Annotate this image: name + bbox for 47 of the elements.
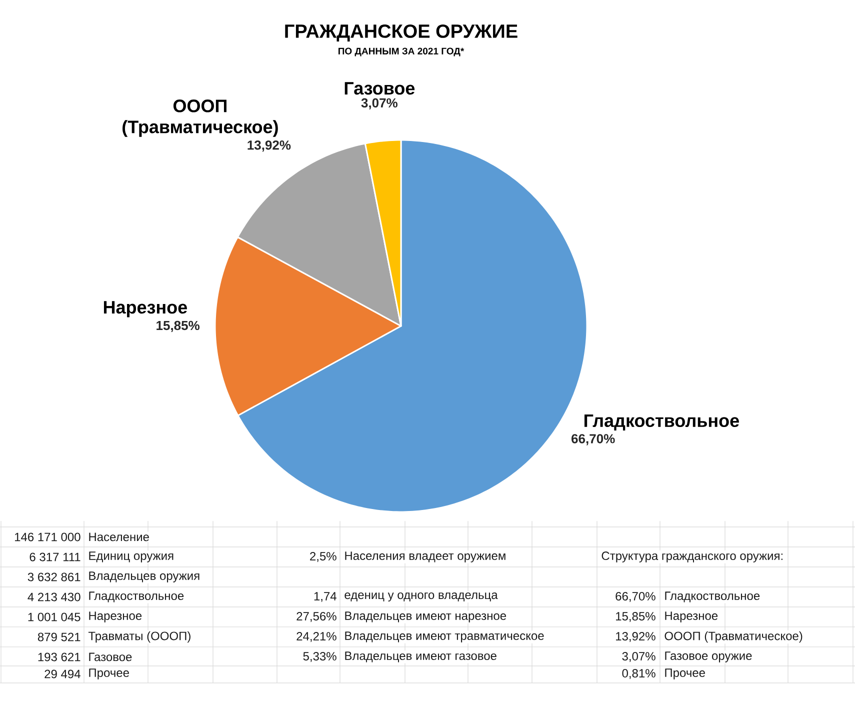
- data-label: 66,70%: [572, 434, 615, 446]
- text: Владельцев имеют газовое: [345, 652, 496, 662]
- text: 1 001 045: [28, 612, 80, 622]
- text: 879 521: [38, 632, 80, 642]
- slice-label: Нарезное: [104, 301, 187, 318]
- text: едениц у одного владельца: [344, 592, 498, 602]
- text: Структура гражданского оружия:: [602, 552, 783, 562]
- data-label: 13,92%: [248, 140, 291, 152]
- text: Единиц оружия: [89, 552, 174, 562]
- data-label: 3,07%: [361, 98, 398, 110]
- text: 15,85%: [616, 612, 656, 622]
- text: 3,07%: [622, 652, 656, 662]
- text: 146 171 000: [14, 532, 80, 542]
- text: 0,81%: [622, 669, 656, 679]
- data-label: 15,85%: [156, 320, 200, 332]
- text: 66,70%: [616, 592, 656, 602]
- text: 13,92%: [616, 632, 656, 642]
- text: Травматы (ОООП): [88, 631, 190, 643]
- text: Населения владеет оружием: [345, 552, 506, 562]
- text: 29 494: [44, 670, 80, 678]
- slice-label: Газовое: [344, 82, 415, 95]
- text: ОООП (Травматическое): [664, 631, 802, 643]
- text: Владельцев оружия: [89, 572, 200, 582]
- slice-label: Гладкоствольное: [584, 414, 739, 430]
- text: Прочее: [665, 668, 705, 680]
- text: Население: [89, 532, 149, 542]
- text: Владельцев имеют нарезное: [345, 612, 506, 622]
- text: 193 621: [38, 652, 80, 662]
- text: 27,56%: [296, 612, 336, 622]
- text: Нарезное: [89, 612, 142, 622]
- text: Нарезное: [665, 612, 718, 622]
- text: 5,33%: [303, 652, 336, 662]
- text: Владельцев имеют травматическое: [345, 632, 544, 642]
- text: Гладкоствольное: [665, 592, 760, 602]
- text: 3 632 861: [28, 572, 80, 582]
- text: Прочее: [89, 668, 129, 680]
- text: 1,74: [314, 592, 336, 602]
- chart-subtitle: ПО ДАННЫМ ЗА 2021 ГОД*: [338, 48, 464, 56]
- text: 24,21%: [296, 632, 336, 642]
- chart-title: ГРАЖДАНСКОЕ ОРУЖИЕ: [285, 24, 518, 42]
- text: 2,5%: [310, 552, 336, 562]
- text: Газовое: [89, 652, 132, 662]
- text: 4 213 430: [28, 592, 80, 602]
- slice-label: ОООП (Травматическое): [122, 100, 278, 137]
- text: 6 317 111: [30, 552, 80, 562]
- text: Газовое оружие: [665, 652, 752, 662]
- text: Гладкоствольное: [89, 592, 184, 602]
